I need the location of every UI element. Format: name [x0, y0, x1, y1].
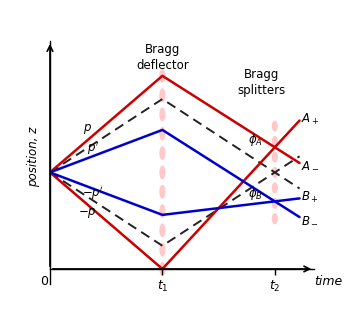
- Ellipse shape: [159, 204, 166, 218]
- Ellipse shape: [159, 88, 166, 102]
- Text: Bragg
splitters: Bragg splitters: [237, 68, 286, 97]
- Text: $A_+$: $A_+$: [301, 112, 319, 127]
- Ellipse shape: [159, 243, 166, 257]
- Ellipse shape: [159, 69, 166, 83]
- Ellipse shape: [159, 223, 166, 237]
- Ellipse shape: [272, 198, 278, 209]
- Ellipse shape: [272, 120, 278, 131]
- Text: $B_+$: $B_+$: [301, 190, 318, 205]
- Text: $B_-$: $B_-$: [301, 213, 318, 226]
- Text: $\phi_A$: $\phi_A$: [248, 131, 263, 148]
- Text: $-p$: $-p$: [78, 206, 96, 220]
- Text: $\phi_B$: $\phi_B$: [248, 185, 263, 202]
- Ellipse shape: [272, 213, 278, 224]
- Ellipse shape: [272, 182, 278, 193]
- Ellipse shape: [159, 107, 166, 121]
- Ellipse shape: [272, 136, 278, 147]
- Text: time: time: [314, 275, 342, 288]
- Text: $-p'$: $-p'$: [82, 185, 104, 202]
- Ellipse shape: [272, 167, 278, 178]
- Text: $p$: $p$: [82, 122, 91, 136]
- Text: $p'$: $p'$: [87, 139, 99, 157]
- Ellipse shape: [159, 146, 166, 160]
- Ellipse shape: [159, 185, 166, 199]
- Ellipse shape: [159, 262, 166, 276]
- Ellipse shape: [159, 127, 166, 141]
- Text: 0: 0: [40, 275, 48, 288]
- Ellipse shape: [272, 151, 278, 162]
- Text: $A_-$: $A_-$: [301, 158, 319, 172]
- Ellipse shape: [159, 166, 166, 179]
- Text: position, z: position, z: [27, 127, 40, 187]
- Text: Bragg
deflector: Bragg deflector: [136, 43, 189, 72]
